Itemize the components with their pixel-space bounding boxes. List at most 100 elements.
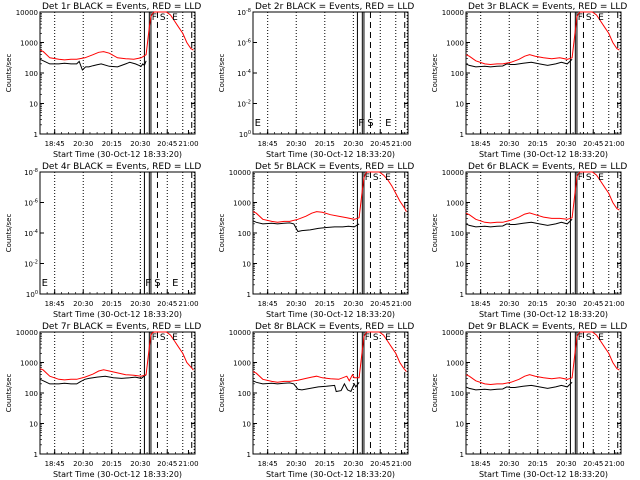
y-tick-label: 10-8 (24, 168, 38, 177)
flag-label: F (578, 173, 583, 183)
flag-label: F (578, 13, 583, 23)
x-tick-label: 20:30 (130, 300, 150, 308)
y-tick-label: 10-6 (24, 199, 38, 208)
plot-frame (465, 171, 622, 295)
flag-label: E (385, 173, 391, 183)
chart-title: Det 2r BLACK = Events, RED = LLD (255, 2, 414, 12)
y-tick-label: 10 (242, 261, 251, 269)
plot-frame (465, 331, 622, 455)
x-tick-label: 21:00 (604, 460, 624, 468)
series-line-events (465, 218, 573, 228)
flag-label: S (373, 333, 379, 343)
y-axis-label: Counts/sec (431, 54, 439, 93)
plot-frame (465, 11, 622, 135)
flag-label: E (172, 13, 178, 23)
y-tick-label: 100 (238, 230, 251, 238)
y-tick-label: 10000 (442, 329, 464, 337)
x-tick-label: 20:15 (315, 460, 335, 468)
flag-label: F (365, 333, 370, 343)
x-tick-label: 20:30 (286, 300, 306, 308)
x-tick-label: 20:45 (583, 460, 603, 468)
y-tick-label: 10-6 (237, 39, 251, 48)
x-tick-label: 20:30 (556, 460, 576, 468)
detector-panel-1: Det 1r BLACK = Events, RED = LLD Counts/s… (5, 2, 201, 159)
x-tick-label: 20:45 (370, 140, 390, 148)
y-tick-label: 10000 (16, 329, 38, 337)
flag-label: S (373, 173, 379, 183)
y-tick-label: 10-2 (237, 100, 251, 109)
y-axis-label: Counts/sec (218, 54, 226, 93)
y-tick-label: 10-4 (237, 69, 251, 78)
y-axis-label: Counts/sec (5, 214, 13, 253)
y-tick-label: 10 (242, 421, 251, 429)
x-axis-label: Start Time (30-Oct-12 18:33:20) (266, 470, 395, 479)
series-line-lld (252, 171, 407, 223)
x-tick-label: 20:15 (102, 300, 122, 308)
detector-panel-6: Det 6r BLACK = Events, RED = LLD Counts/s… (431, 162, 627, 319)
chart-title: Det 1r BLACK = Events, RED = LLD (42, 2, 201, 12)
detector-panel-2: Det 2r BLACK = Events, RED = LLD Counts/s… (218, 2, 414, 159)
y-tick-label: 10000 (16, 9, 38, 17)
y-tick-label: 1 (247, 291, 251, 299)
x-tick-label: 20:45 (370, 300, 390, 308)
plot-frame (39, 171, 196, 295)
x-tick-label: 20:30 (73, 140, 93, 148)
x-tick-label: 18:45 (258, 460, 278, 468)
x-tick-label: 21:00 (178, 140, 198, 148)
x-tick-label: 20:45 (370, 460, 390, 468)
flag-label: E (172, 278, 178, 289)
x-tick-label: 20:30 (73, 300, 93, 308)
x-tick-label: 20:45 (157, 140, 177, 148)
x-tick-label: 18:45 (45, 460, 65, 468)
chart-title: Det 3r BLACK = Events, RED = LLD (468, 2, 627, 12)
y-tick-label: 100 (451, 70, 464, 78)
chart-title: Det 7r BLACK = Events, RED = LLD (42, 322, 201, 332)
series-line-events (39, 374, 147, 385)
detector-panel-4: Det 4r BLACK = Events, RED = LLD Counts/s… (5, 162, 201, 319)
y-axis-label: Counts/sec (218, 214, 226, 253)
y-axis-label: Counts/sec (218, 374, 226, 413)
flag-label: F (365, 173, 370, 183)
x-tick-label: 20:45 (157, 460, 177, 468)
flag-label: S (160, 13, 166, 23)
y-tick-label: 1 (460, 451, 464, 459)
x-tick-label: 21:00 (178, 300, 198, 308)
chart-title: Det 6r BLACK = Events, RED = LLD (468, 162, 627, 172)
series-line-lld (39, 331, 194, 381)
y-tick-label: 100 (239, 130, 251, 139)
chart-title: Det 4r BLACK = Events, RED = LLD (42, 162, 201, 172)
x-tick-label: 20:30 (73, 460, 93, 468)
plot-frame (252, 171, 409, 295)
detector-panel-5: Det 5r BLACK = Events, RED = LLD Counts/s… (218, 162, 414, 319)
detector-panel-3: Det 3r BLACK = Events, RED = LLD Counts/s… (431, 2, 627, 159)
series-line-lld (39, 11, 194, 61)
x-tick-label: 20:30 (343, 140, 363, 148)
series-line-events (465, 381, 573, 391)
detector-panel-7: Det 7r BLACK = Events, RED = LLD Counts/s… (5, 322, 201, 479)
x-axis-label: Start Time (30-Oct-12 18:33:20) (53, 310, 182, 319)
x-tick-label: 20:45 (583, 300, 603, 308)
flag-label: S (367, 118, 373, 129)
y-tick-label: 10 (455, 101, 464, 109)
x-tick-label: 21:00 (391, 460, 411, 468)
x-tick-label: 20:15 (315, 300, 335, 308)
plot-frame (39, 11, 196, 135)
chart-title: Det 8r BLACK = Events, RED = LLD (255, 322, 414, 332)
series-line-events (465, 58, 573, 68)
flag-label: S (586, 333, 592, 343)
x-tick-label: 18:45 (45, 140, 65, 148)
flag-label: F (145, 278, 151, 289)
series-line-events (39, 58, 147, 71)
x-tick-label: 20:15 (528, 140, 548, 148)
x-tick-label: 20:30 (286, 140, 306, 148)
series-line-lld (465, 171, 620, 224)
x-tick-label: 20:15 (528, 460, 548, 468)
y-tick-label: 1000 (233, 200, 251, 208)
flag-label: E (598, 13, 604, 23)
x-tick-label: 18:45 (258, 300, 278, 308)
x-axis-label: Start Time (30-Oct-12 18:33:20) (266, 310, 395, 319)
x-tick-label: 21:00 (391, 300, 411, 308)
detector-panel-9: Det 9r BLACK = Events, RED = LLD Counts/s… (431, 322, 627, 479)
flag-label: S (586, 13, 592, 23)
y-axis-label: Counts/sec (431, 374, 439, 413)
